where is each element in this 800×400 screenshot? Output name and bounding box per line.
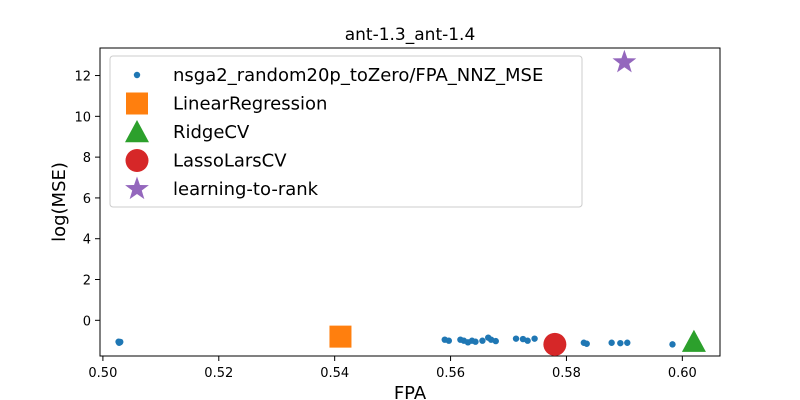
plot-area: 0.50 0.52 0.54 0.56 0.58 0.60 0 2 4 6 8 10 12 (74, 47, 721, 381)
x-tick-label: 0.60 (668, 366, 697, 381)
legend-marker (133, 71, 141, 79)
legend-marker (125, 120, 149, 143)
y-tick-label: 2 (83, 274, 91, 289)
y-tick-label: 4 (83, 233, 91, 248)
y-tick-label: 0 (83, 314, 91, 329)
data-point (608, 339, 615, 346)
y-tick-label: 6 (83, 192, 91, 207)
data-point (117, 338, 124, 346)
chart-title: ant-1.3_ant-1.4 (345, 25, 476, 45)
legend-marker (125, 149, 149, 172)
series-square (329, 325, 352, 348)
data-point (531, 335, 538, 342)
data-point (524, 337, 531, 344)
legend-label: LinearRegression (173, 94, 327, 115)
legend-frame (109, 55, 583, 208)
x-axis-label: FPA (394, 383, 427, 400)
data-point (472, 338, 479, 345)
data-point (669, 341, 676, 348)
y-axis-label: log(MSE) (49, 162, 70, 242)
y-axis: 0 2 4 6 8 10 12 (74, 70, 100, 329)
y-tick-label: 10 (74, 110, 91, 125)
x-tick-label: 0.52 (204, 366, 233, 381)
legend-marker (126, 92, 148, 115)
legend-marker (125, 176, 149, 200)
data-point (492, 337, 499, 345)
series-triangle (681, 329, 706, 352)
data-point (543, 332, 567, 356)
legend-label: RidgeCV (173, 122, 250, 143)
data-point (583, 340, 590, 347)
legend: nsga2_random20p_toZero/FPA_NNZ_MSE Linear… (109, 55, 583, 208)
data-point (624, 339, 631, 346)
legend-label: nsga2_random20p_toZero/FPA_NNZ_MSE (173, 65, 543, 86)
legend-entry: LassoLarsCV (125, 149, 287, 172)
plot-frame (99, 47, 721, 357)
x-tick-label: 0.56 (436, 366, 465, 381)
x-tick-label: 0.50 (88, 366, 117, 381)
legend-entry: learning-to-rank (125, 176, 319, 200)
x-axis: 0.50 0.52 0.54 0.56 0.58 0.60 (88, 356, 697, 381)
y-tick-label: 12 (74, 70, 91, 85)
data-point (512, 335, 520, 342)
data-point (612, 49, 637, 73)
x-tick-label: 0.54 (320, 366, 349, 381)
legend-entry: LinearRegression (126, 92, 327, 115)
data-point (617, 339, 624, 347)
legend-label: LassoLarsCV (173, 151, 287, 172)
series-circle (543, 332, 567, 356)
series-star (612, 49, 637, 73)
y-tick-label: 8 (83, 151, 91, 166)
data-point (479, 337, 486, 344)
data-point (445, 337, 453, 344)
data-point (329, 325, 352, 348)
data-point (681, 329, 706, 352)
series-dot (115, 334, 676, 348)
chart-marks (115, 49, 706, 356)
legend-entry: RidgeCV (125, 120, 250, 143)
legend-label: learning-to-rank (173, 179, 319, 200)
x-tick-label: 0.58 (552, 366, 581, 381)
legend-entry: nsga2_random20p_toZero/FPA_NNZ_MSE (133, 65, 543, 86)
